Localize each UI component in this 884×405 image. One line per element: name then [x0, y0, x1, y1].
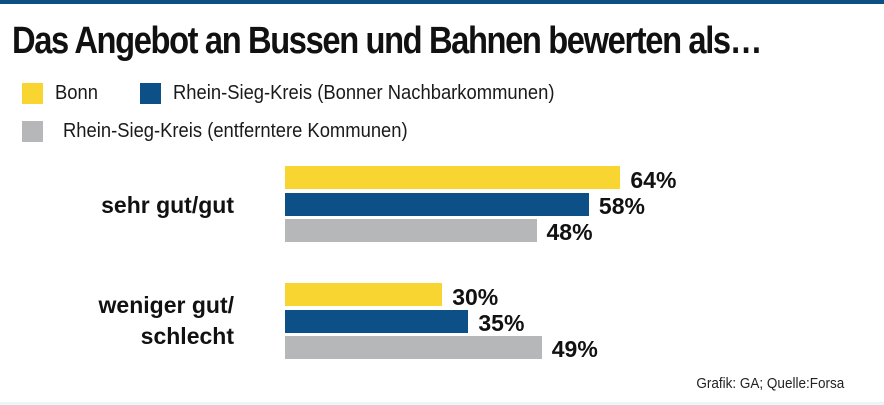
bar-entferntere-sehr-gut: [285, 219, 537, 242]
data-label: 30%: [452, 284, 499, 310]
data-label: 58%: [598, 192, 645, 219]
legend-label: Rhein-Sieg-Kreis (Bonner Nachbarkommunen…: [173, 82, 555, 104]
category-label-sehr-gut: sehr gut/gut: [101, 190, 234, 221]
data-label: 35%: [478, 309, 525, 336]
data-label: 49%: [551, 336, 598, 362]
legend-item-entferntere: Rhein-Sieg-Kreis (entferntere Kommunen): [22, 120, 438, 143]
bar-entferntere-weniger-gut: [285, 336, 542, 359]
category-label-weniger-gut: weniger gut/ schlecht: [99, 290, 234, 352]
legend-item-bonn: Bonn: [22, 82, 102, 105]
category-label-line: sehr gut/gut: [101, 192, 234, 218]
data-label: 64%: [630, 167, 677, 193]
chart-title: Das Angebot an Bussen und Bahnen bewerte…: [12, 20, 762, 62]
legend-label: Bonn: [55, 82, 98, 104]
legend-item-nachbarkommunen: Rhein-Sieg-Kreis (Bonner Nachbarkommunen…: [140, 82, 588, 105]
legend-label: Rhein-Sieg-Kreis (entferntere Kommunen): [63, 120, 408, 142]
bottom-border: [0, 402, 884, 405]
legend-swatch-nachbarkommunen: [140, 83, 161, 104]
bar-nachbarkommunen-weniger-gut: [285, 309, 469, 333]
data-label: 48%: [546, 219, 593, 245]
category-label-line: weniger gut/: [98, 292, 234, 318]
top-border: [0, 0, 884, 4]
bar-bonn-weniger-gut: [285, 283, 443, 306]
legend-swatch-entferntere: [22, 121, 43, 142]
legend-swatch-bonn: [22, 83, 43, 104]
category-label-line: schlecht: [140, 323, 234, 349]
bar-bonn-sehr-gut: [285, 166, 621, 189]
bar-nachbarkommunen-sehr-gut: [285, 192, 589, 216]
source-credit: Grafik: GA; Quelle:Forsa: [696, 375, 844, 392]
